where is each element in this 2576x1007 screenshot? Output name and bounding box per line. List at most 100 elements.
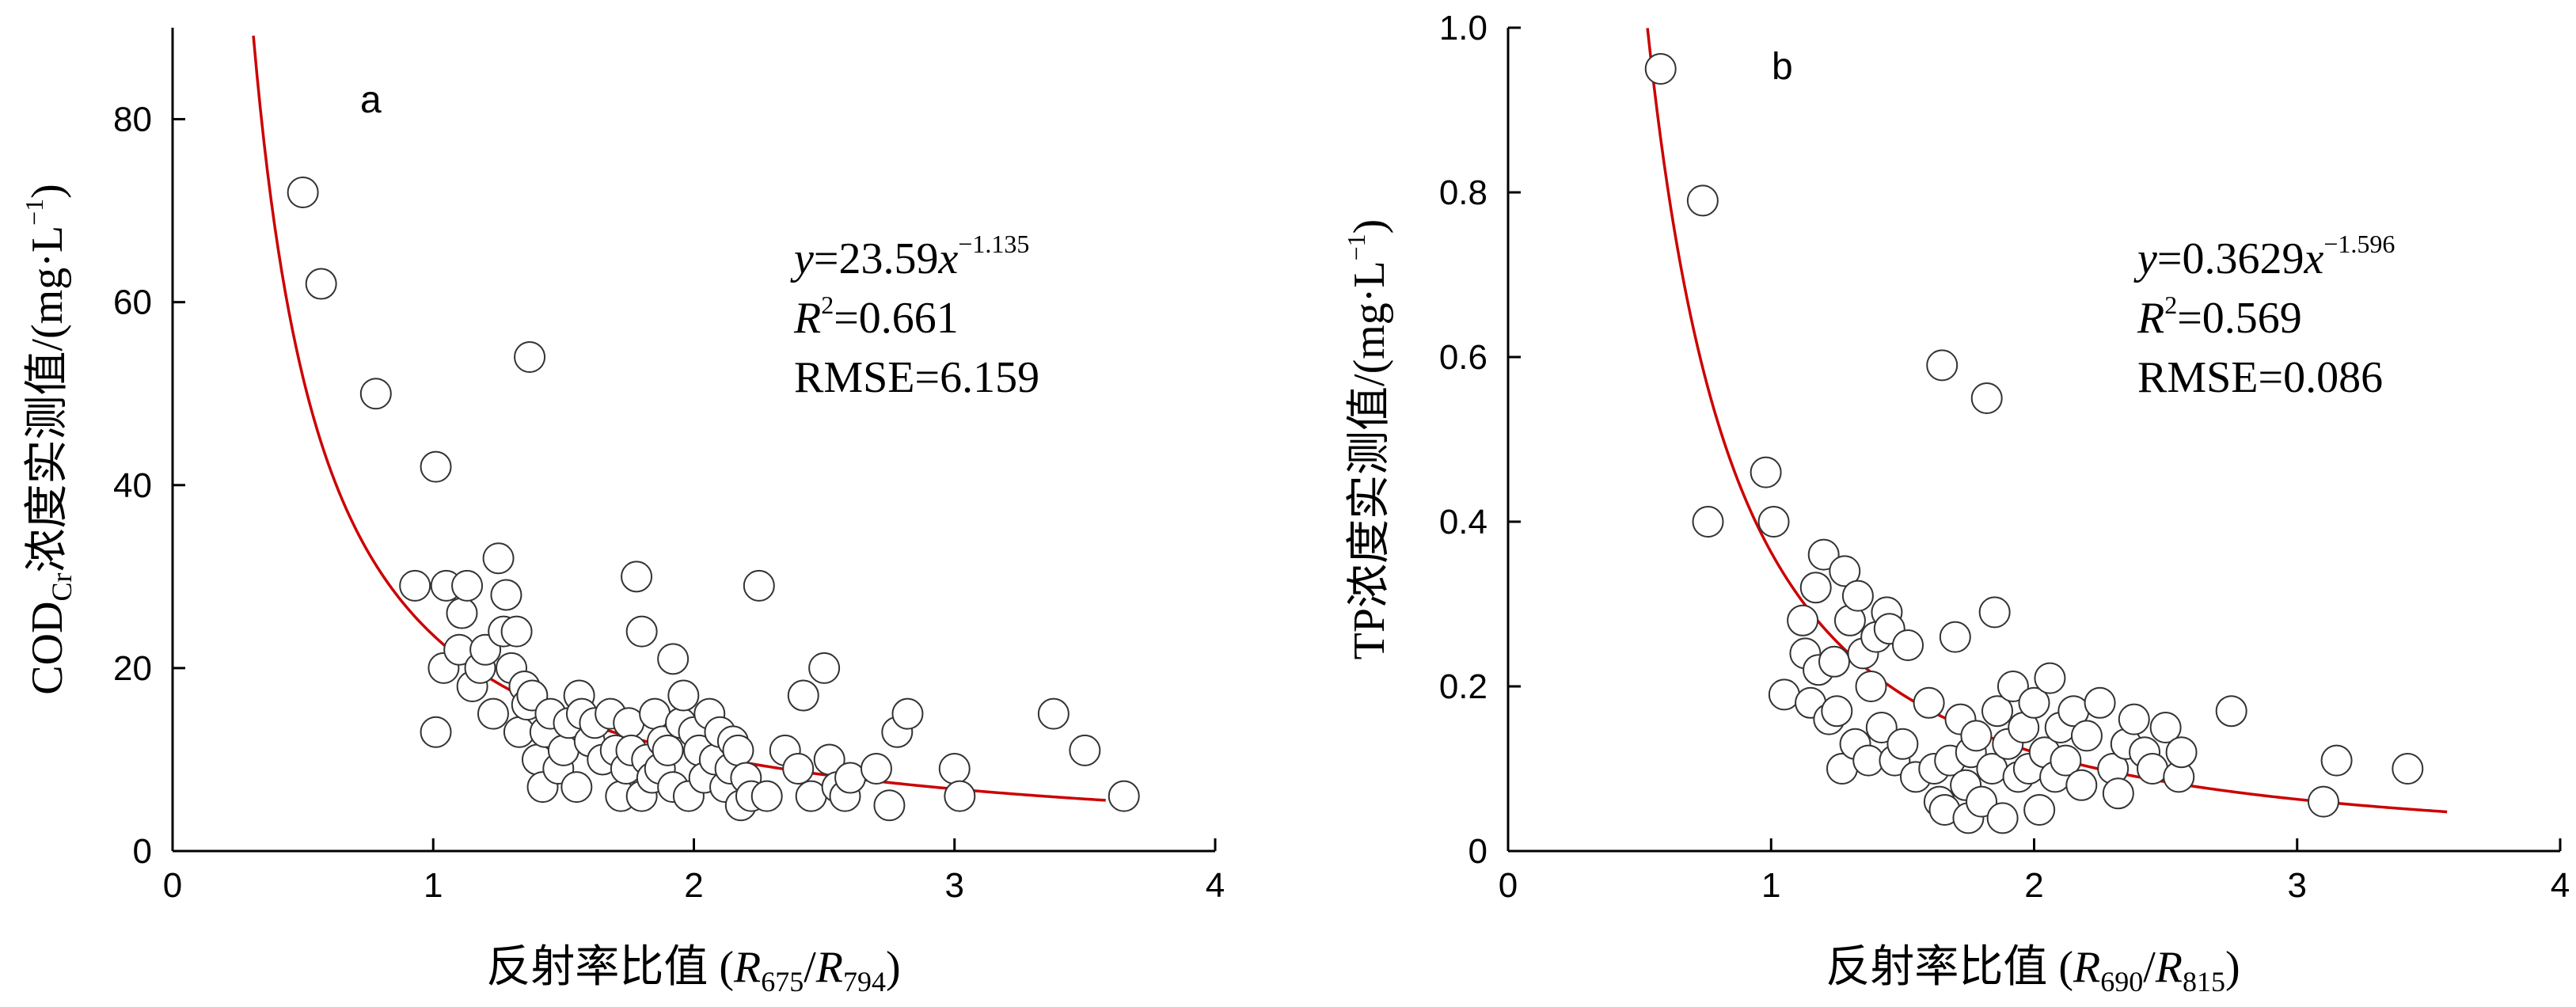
panel-a-data-point (1037, 697, 1070, 730)
panel-a-data-point (652, 734, 684, 766)
panel-b-data-point (1818, 645, 1850, 678)
panel-a-x-tick-label: 2 (684, 866, 703, 905)
panel-b-data-point (2149, 712, 2182, 743)
panel-b-data-point (1978, 596, 2011, 629)
panel-a-y-ticks: 0 20 40 60 80 (113, 101, 185, 871)
panel-b-data-point (2102, 777, 2134, 810)
panel-a-annotation: y=23.59x−1.135 R2=0.661 RMSE=6.159 (790, 230, 1039, 402)
panel-b-x-axis-title: 反射率比值 (R690/R815) (1826, 943, 2240, 998)
panel-b-x-tick-label: 4 (2551, 866, 2570, 905)
panel-a-r-squared: R2=0.661 (793, 291, 959, 343)
panel-a-data-point (490, 579, 522, 611)
panel-a-data-point (808, 652, 841, 684)
panel-b-data-point (1892, 629, 1924, 661)
panel-a-data-point (873, 789, 906, 822)
panel-b-data-point (1966, 785, 1998, 818)
panel-a-data-point (451, 569, 484, 602)
panel-b-y-tick-label: 1.0 (1439, 9, 1487, 48)
panel-a-data-point (420, 716, 452, 748)
panel-a-data-point (667, 679, 700, 712)
panel-a-data-point (938, 753, 971, 785)
panel-b-data-point (2050, 744, 2082, 777)
panel-b-data-point (1644, 53, 1677, 85)
panel-b-data-point (2018, 686, 2050, 719)
panel-b-data-point (1865, 712, 1898, 743)
panel-a-x-tick-label: 0 (163, 866, 182, 905)
panel-a-data-point (560, 771, 593, 804)
panel-b-data-point (2392, 753, 2424, 785)
panel-b-data-point (1799, 572, 1832, 604)
panel-b-data-point (1686, 184, 1719, 217)
panel-b-data-point (1750, 456, 1782, 488)
panel-a-x-tick-label: 3 (945, 866, 964, 905)
panel-a-y-tick-label: 60 (113, 283, 152, 322)
panel-a-data-point (657, 643, 690, 675)
panel-a-x-tick-label: 1 (424, 866, 443, 905)
panel-a-y-axis-title: CODCr浓度实测值/(mg·L−1) (20, 184, 78, 695)
panel-a-data-point (420, 450, 452, 483)
panel-a-data-point (891, 697, 924, 730)
panel-b-data-point (1757, 506, 1790, 538)
panel-b-y-ticks: 0 0.2 0.4 0.6 0.8 1.0 (1439, 9, 1521, 871)
panel-a-data-point (860, 753, 892, 785)
panel-b-data-point (2137, 753, 2169, 785)
panel-a-data-point (482, 542, 515, 575)
panel-a-data-point (500, 615, 533, 648)
panel-b-data-point (1926, 349, 1959, 382)
panel-b-data-point (2034, 662, 2066, 694)
panel-b-data-point (1981, 695, 2013, 728)
panel-b-y-tick-label: 0.2 (1439, 667, 1487, 706)
panel-a-data-point (1108, 780, 1140, 812)
panel-b-annotation: y=0.3629x−1.596 R2=0.569 RMSE=0.086 (2133, 230, 2395, 402)
panel-a-data-point (446, 597, 478, 629)
panel-a-data-point (787, 679, 819, 712)
panel-a-data-point (359, 378, 392, 410)
panel-b-points (1644, 53, 2424, 834)
panel-b-x-tick-label: 0 (1499, 866, 1518, 905)
panel-b-data-point (1855, 671, 1887, 702)
panel-b-data-point (2215, 695, 2247, 728)
panel-b-data-point (2065, 769, 2098, 801)
panel-b-y-tick-label: 0.8 (1439, 173, 1487, 212)
panel-b-data-point (2070, 720, 2103, 752)
panel-a-y-tick-label: 0 (133, 832, 152, 871)
panel-b-rmse: RMSE=0.086 (2137, 353, 2383, 402)
panel-a-data-point (477, 697, 509, 730)
panel-b-data-point (1960, 720, 1993, 752)
panel-a-x-ticks: 0 1 2 3 4 (163, 838, 1225, 905)
panel-a-data-point (750, 780, 783, 812)
panel-a-data-point (621, 560, 653, 593)
panel-b-equation: y=0.3629x−1.596 (2133, 230, 2395, 283)
panel-a-data-point (625, 615, 658, 648)
panel-b-data-point (1821, 695, 1853, 728)
panel-b-data-point (2320, 744, 2353, 777)
panel-b-data-point (1970, 382, 2003, 414)
panel-b-data-point (2307, 785, 2339, 818)
panel-a-data-point (305, 268, 337, 300)
panel-b-data-point (2084, 686, 2116, 719)
panel-b-r-squared: R2=0.569 (2137, 291, 2302, 343)
panel-b-data-point (1913, 686, 1945, 719)
panel-b-data-point (2023, 794, 2056, 826)
panel-a-data-point (722, 734, 754, 766)
panel-b-x-tick-label: 1 (1761, 866, 1780, 905)
panel-b-data-point (1829, 555, 1861, 587)
panel-a-rmse: RMSE=6.159 (794, 353, 1039, 402)
panel-b-data-point (2165, 736, 2198, 769)
panel-a-data-point (743, 569, 775, 602)
panel-b-data-point (1841, 580, 1874, 612)
panel-a-data-point (287, 177, 319, 208)
panel-a: 0 1 2 3 4 0 20 40 60 80 a y=23.59x−1.135 R2=0.66… (20, 28, 1225, 998)
panel-b-x-ticks: 0 1 2 3 4 (1499, 838, 2570, 905)
panel-b-y-axis-title: TP浓度实测值/(mg·L−1) (1342, 219, 1394, 660)
panel-b-y-tick-label: 0.4 (1439, 503, 1487, 542)
panel-b-data-point (1768, 678, 1800, 711)
panel-a-data-point (1069, 734, 1101, 766)
panel-a-data-point (514, 341, 546, 373)
panel-a-x-axis-title: 反射率比值 (R675/R794) (486, 943, 900, 998)
panel-b-data-point (1807, 538, 1840, 571)
panel-a-data-point (944, 780, 976, 812)
panel-a-y-tick-label: 40 (113, 466, 152, 505)
panel-a-data-point (399, 569, 431, 602)
